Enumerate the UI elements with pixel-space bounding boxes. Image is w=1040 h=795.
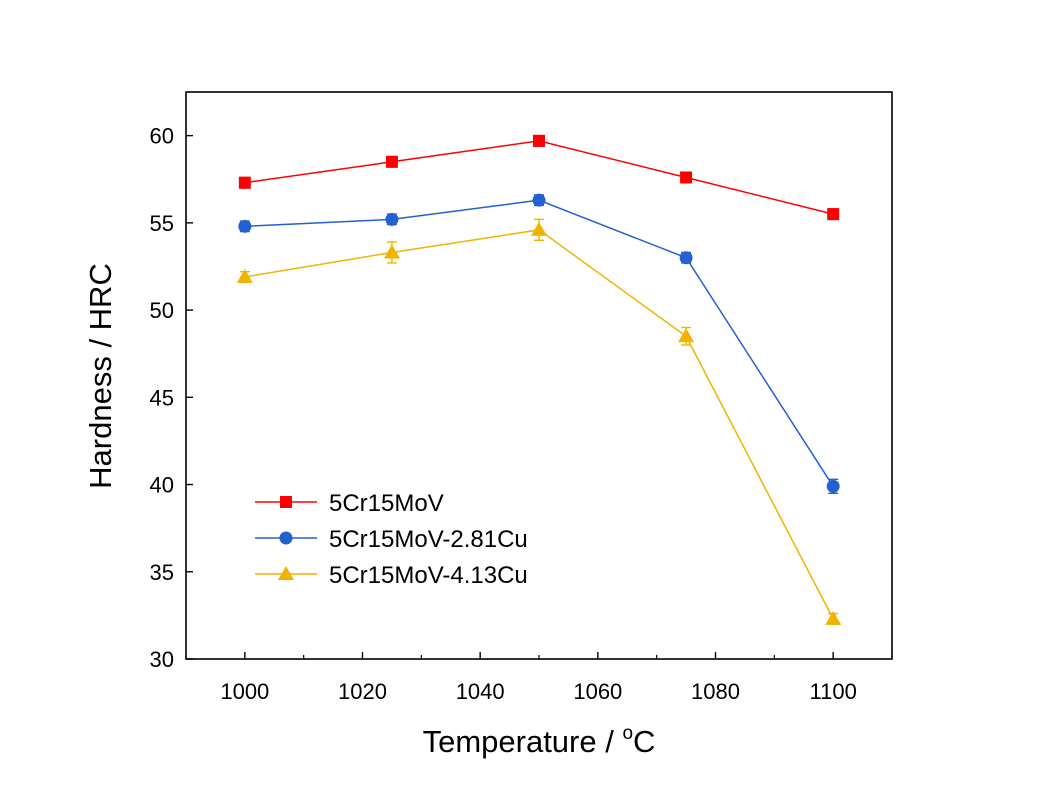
data-point: [383, 244, 400, 259]
y-tick-label: 60: [150, 124, 174, 149]
x-axis-title-text: Temperature /: [423, 724, 623, 759]
y-tick-label: 50: [150, 298, 174, 323]
series-triangle: [236, 218, 842, 625]
y-tick-label: 55: [150, 211, 174, 236]
legend-label: 5Cr15MoV: [329, 490, 444, 517]
legend-marker: [279, 531, 293, 545]
data-point: [827, 208, 840, 221]
x-tick-label: 1040: [456, 679, 505, 704]
legend-item: 5Cr15MoV-2.81Cu: [255, 526, 528, 553]
series-line: [244, 229, 834, 620]
legend-marker: [280, 496, 292, 508]
data-point: [826, 479, 840, 493]
legend-item: 5Cr15MoV-4.13Cu: [255, 562, 528, 589]
series-circle: [238, 193, 840, 494]
data-point: [238, 219, 252, 233]
x-axis-title-degree: o: [622, 723, 633, 744]
legend-item: 5Cr15MoV: [255, 490, 444, 517]
y-tick-label: 40: [150, 473, 174, 498]
series-layer: [236, 134, 842, 625]
x-axis-title-unit: C: [633, 724, 655, 759]
data-point: [680, 171, 693, 184]
data-point: [679, 251, 693, 265]
series-line: [244, 199, 834, 487]
data-point: [236, 268, 253, 283]
legend: 5Cr15MoV 5Cr15MoV-2.81Cu 5Cr15MoV-4.13Cu: [255, 490, 528, 589]
data-point: [238, 176, 251, 189]
x-tick-label: 1100: [810, 679, 857, 704]
y-tick-label: 45: [150, 385, 174, 410]
x-tick-label: 1080: [691, 679, 740, 704]
data-point: [385, 155, 398, 168]
y-axis-title: Hardness / HRC: [83, 263, 118, 489]
legend-label: 5Cr15MoV-2.81Cu: [329, 526, 528, 553]
x-axis: 1000 1020 1040 1060 1080 1100: [185, 652, 893, 704]
y-tick-label: 30: [150, 647, 174, 672]
data-point: [532, 193, 546, 207]
x-tick-label: 1060: [573, 679, 622, 704]
data-point: [533, 134, 545, 147]
x-tick-label: 1000: [220, 679, 269, 704]
y-axis: 30 35 40 45 50 55 60: [150, 124, 193, 672]
data-point: [825, 610, 842, 625]
data-point: [385, 212, 399, 226]
legend-label: 5Cr15MoV-4.13Cu: [329, 562, 528, 589]
legend-marker: [278, 566, 294, 580]
x-tick-label: 1020: [338, 679, 387, 704]
series-square: [238, 134, 840, 221]
data-point: [678, 328, 695, 343]
y-tick-label: 35: [150, 560, 174, 585]
x-axis-title: Temperature / oC: [423, 723, 656, 759]
data-point: [531, 221, 547, 236]
